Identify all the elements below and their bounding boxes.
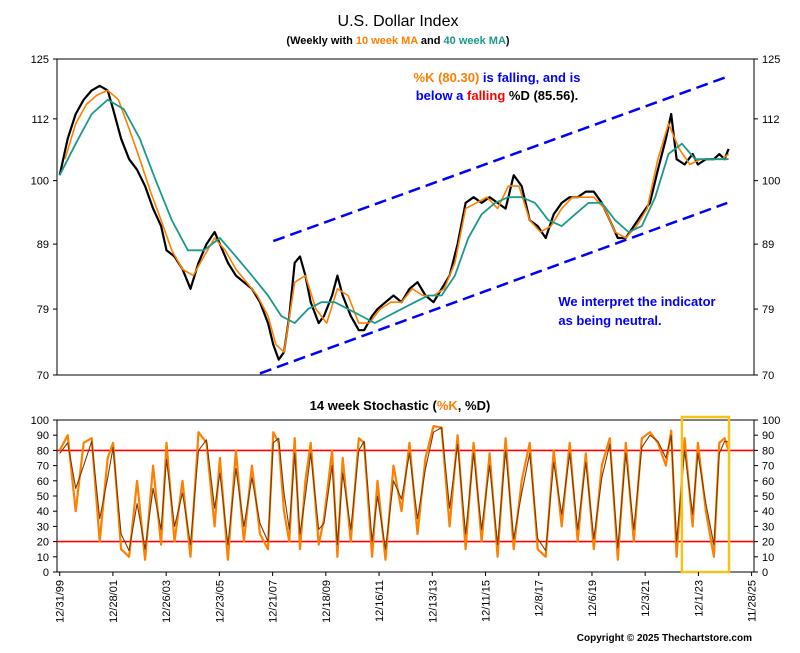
price-series-ma40-2: [58, 98, 729, 325]
copyright-text: Copyright © 2025 Thechartstore.com: [577, 633, 752, 644]
subtitle-close: ): [506, 35, 510, 47]
main-chart-subtitle: (Weekly with 10 week MA and 40 week MA): [286, 35, 510, 47]
price-ytick-label-right-0: 125: [762, 54, 780, 66]
price-ytick-label-left-1: 112: [31, 114, 49, 126]
stoch-ytick-label-right-10: 0: [762, 567, 768, 579]
stoch-ytick-label-left-8: 20: [37, 537, 49, 549]
stoch-ytick-label-right-6: 40: [762, 506, 774, 518]
xtick-label-8: 12/11/15: [481, 580, 493, 622]
xtick-label-13: 11/28/25: [747, 580, 759, 622]
annotation-k-value: %K (80.30): [414, 70, 480, 85]
price-ytick-label-left-3: 89: [37, 239, 49, 251]
price-ytick-label-right-4: 79: [762, 304, 774, 316]
price-ytick-label-right-1: 112: [762, 114, 780, 126]
annotation-d-value: %D (85.56).: [505, 88, 578, 103]
stoch-ytick-label-left-7: 30: [37, 521, 49, 533]
xtick-label-4: 12/21/07: [268, 580, 280, 623]
stoch-ytick-label-right-3: 70: [762, 461, 774, 473]
stoch-ytick-label-left-10: 0: [43, 567, 49, 579]
price-ytick-label-right-5: 70: [762, 370, 774, 382]
annotation-below-text: below a: [416, 88, 467, 103]
stoch-title-k: %K: [437, 398, 459, 413]
annotation-line-2: below a falling %D (85.56).: [416, 88, 579, 103]
interpretation-line-1: We interpret the indicator: [558, 294, 715, 309]
xtick-label-1: 12/28/01: [108, 580, 120, 623]
stoch-ytick-label-left-9: 10: [37, 552, 49, 564]
stoch-ytick-label-right-8: 20: [762, 537, 774, 549]
stoch-ytick-label-right-5: 50: [762, 491, 774, 503]
subtitle-ma10: 10 week MA: [356, 35, 418, 47]
price-panel-frame: [56, 58, 755, 376]
subtitle-and: and: [418, 35, 444, 47]
stoch-ytick-label-right-1: 90: [762, 430, 774, 442]
price-ytick-label-left-4: 79: [37, 304, 49, 316]
stoch-ytick-label-right-9: 10: [762, 552, 774, 564]
main-chart-title: U.S. Dollar Index: [338, 13, 459, 30]
stoch-ytick-label-left-6: 40: [37, 506, 49, 518]
stoch-ytick-label-right-4: 60: [762, 476, 774, 488]
subtitle-ma40: 40 week MA: [444, 35, 506, 47]
stoch-title-sep: ,: [458, 398, 465, 413]
xtick-label-0: 12/31/99: [55, 580, 67, 623]
stochastic-title: 14 week Stochastic (%K, %D): [310, 398, 491, 413]
price-y-axis: 125 125 112 112 100 100 89 89 79 79 70 70: [31, 54, 781, 382]
stochastic-plot-area: [57, 415, 754, 574]
xtick-label-9: 12/8/17: [534, 580, 546, 617]
stoch-ytick-label-left-5: 50: [37, 491, 49, 503]
stoch-ytick-label-left-4: 60: [37, 476, 49, 488]
xtick-label-7: 12/13/13: [427, 580, 439, 623]
stoch-title-d: %D: [465, 398, 486, 413]
stoch-title-open: 14 week Stochastic (: [310, 398, 438, 413]
price-series-ma10-1: [64, 89, 730, 353]
stoch-ytick-label-right-0: 100: [762, 415, 780, 427]
xtick-label-5: 12/18/09: [321, 580, 333, 623]
xtick-label-11: 12/3/21: [640, 580, 652, 617]
annotation-falling-word: falling: [467, 88, 505, 103]
stoch-title-close: ): [486, 398, 490, 413]
price-ytick-label-left-0: 125: [31, 54, 49, 66]
price-ytick-label-left-2: 100: [31, 176, 49, 188]
stoch-ytick-label-left-0: 100: [31, 415, 49, 427]
stoch-ytick-label-left-1: 90: [37, 430, 49, 442]
interpretation-line-2: as being neutral.: [558, 313, 661, 328]
xtick-label-12: 12/1/23: [693, 580, 705, 617]
stoch-ytick-label-right-7: 30: [762, 521, 774, 533]
price-plot-area: [58, 75, 730, 375]
price-ytick-label-right-3: 89: [762, 239, 774, 251]
stoch-series-d: [59, 427, 729, 552]
xtick-label-3: 12/23/05: [214, 580, 226, 623]
stoch-ytick-label-right-2: 80: [762, 445, 774, 457]
stoch-ytick-label-left-2: 80: [37, 445, 49, 457]
xtick-label-10: 12/6/19: [587, 580, 599, 617]
stoch-highlight-box: [680, 415, 731, 574]
subtitle-open: (Weekly with: [286, 35, 355, 47]
date-x-axis: 12/31/99 12/28/01 12/26/03 12/23/05 12/21/07…: [55, 572, 759, 623]
stochastic-panel-frame: [56, 419, 755, 573]
xtick-label-2: 12/26/03: [161, 580, 173, 623]
stoch-ytick-label-left-3: 70: [37, 461, 49, 473]
price-ytick-label-left-5: 70: [37, 370, 49, 382]
annotation-line-1: %K (80.30) is falling, and is: [414, 70, 581, 85]
xtick-label-6: 12/16/11: [374, 580, 386, 622]
price-ytick-label-right-2: 100: [762, 176, 780, 188]
annotation-falling-text: is falling, and is: [479, 70, 580, 85]
price-series-channel-3: [272, 75, 728, 243]
price-series-channel-4: [259, 201, 728, 375]
